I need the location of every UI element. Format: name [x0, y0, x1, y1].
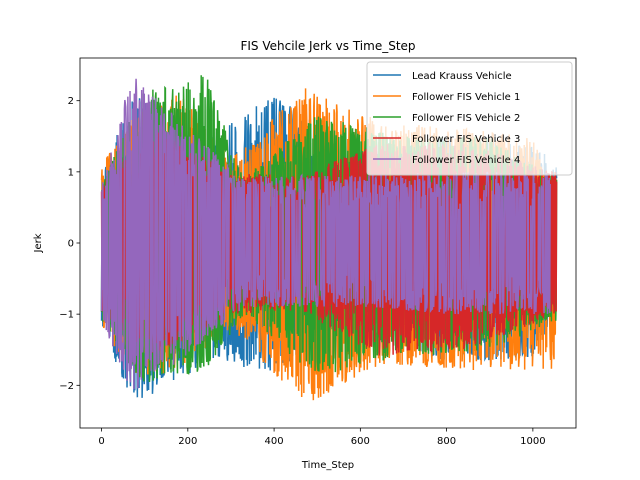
- legend: Lead Krauss Vehicle Follower FIS Vehicle …: [366, 61, 573, 176]
- series-line: [100, 78, 551, 390]
- series-layer: [100, 75, 558, 401]
- y-axis-label: Jerk: [33, 233, 44, 253]
- y-tick-label: −1: [59, 310, 74, 321]
- x-axis: 0 200 400 600 800 1000: [98, 428, 546, 447]
- x-tick-label: 600: [351, 436, 370, 447]
- y-tick-label: 2: [68, 96, 74, 107]
- legend-label: Follower FIS Vehicle 3: [412, 134, 520, 145]
- x-axis-label: Time_Step: [301, 460, 354, 471]
- y-tick-label: 1: [68, 167, 74, 178]
- y-axis: −2 −1 0 1 2: [59, 96, 80, 392]
- x-tick-label: 0: [98, 436, 104, 447]
- x-tick-label: 400: [265, 436, 284, 447]
- legend-label: Follower FIS Vehicle 4: [412, 155, 520, 166]
- y-tick-label: 0: [68, 239, 74, 250]
- x-tick-label: 200: [178, 436, 197, 447]
- x-tick-label: 1000: [520, 436, 545, 447]
- y-tick-label: −2: [59, 381, 74, 392]
- chart-title: FIS Vehcile Jerk vs Time_Step: [240, 39, 415, 53]
- legend-label: Lead Krauss Vehicle: [412, 71, 512, 82]
- legend-label: Follower FIS Vehicle 1: [412, 92, 520, 103]
- legend-label: Follower FIS Vehicle 2: [412, 113, 520, 124]
- legend-box: [366, 61, 573, 176]
- x-tick-label: 800: [437, 436, 456, 447]
